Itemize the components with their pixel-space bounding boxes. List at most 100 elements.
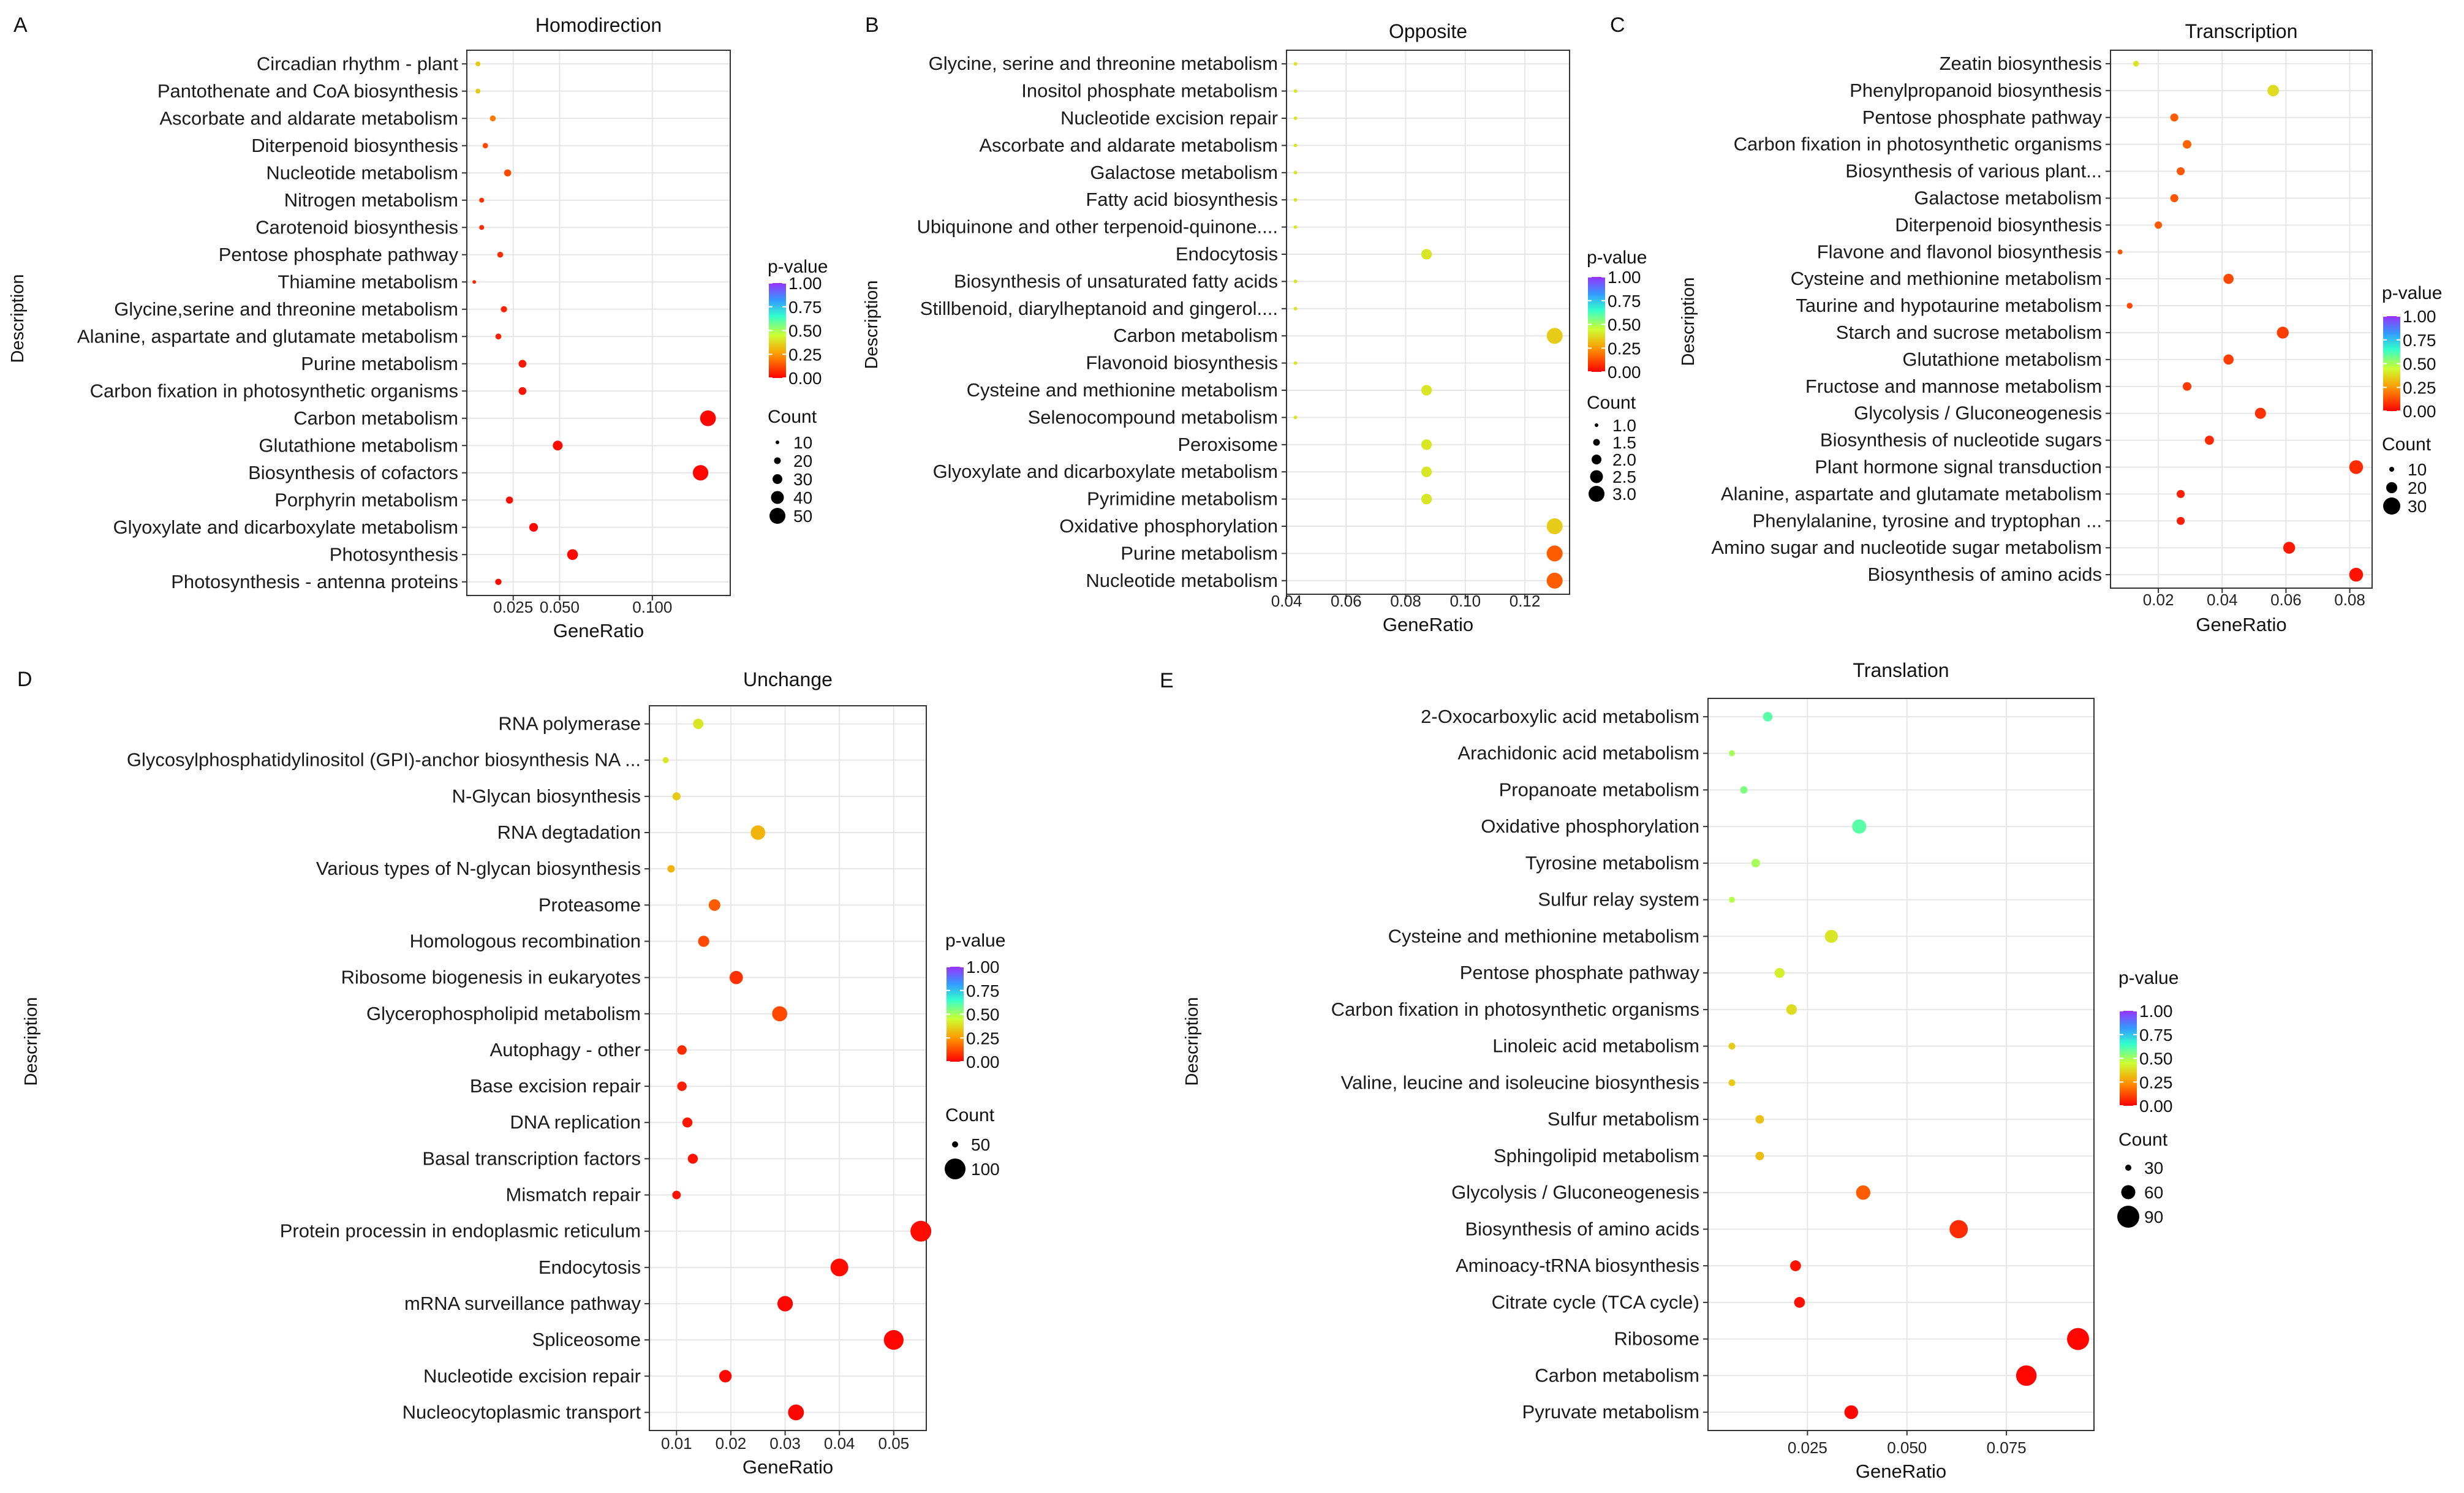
- size-legend-label: 50: [793, 507, 812, 526]
- data-point: [2170, 113, 2179, 122]
- size-legend-dot: [2121, 1185, 2136, 1200]
- x-tick-label: 0.025: [493, 598, 533, 616]
- data-point: [2204, 436, 2214, 445]
- color-bar-label: 0.00: [966, 1053, 1000, 1072]
- data-point: [2349, 567, 2364, 582]
- panel-c: C Transcription Zeatin biosynthesis Phenylp…: [1610, 13, 2442, 635]
- data-point: [2177, 167, 2185, 176]
- y-tick-label: Biosynthesis of cofactors: [248, 462, 458, 483]
- data-point: [719, 1370, 732, 1383]
- data-point: [1546, 518, 1563, 534]
- y-tick-label: Glutathione metabolism: [259, 434, 458, 456]
- y-tick-label: Pyrimidine metabolism: [1087, 488, 1278, 510]
- color-bar-label: 1.00: [1608, 268, 1641, 287]
- data-point: [729, 970, 743, 985]
- data-point: [1293, 62, 1298, 66]
- color-legend-title: p-value: [2382, 283, 2442, 303]
- y-tick-label: Glycine,serine and threonine metabolism: [114, 298, 458, 320]
- plot-area: [1708, 698, 2094, 1431]
- data-point: [1421, 249, 1432, 260]
- size-legend-dot: [2389, 467, 2394, 472]
- y-axis-title: Description: [21, 997, 41, 1086]
- y-tick-label: Zeatin biosynthesis: [1940, 53, 2102, 74]
- color-bar-label: 0.50: [966, 1005, 1000, 1024]
- y-tick-label: DNA replication: [510, 1111, 641, 1133]
- data-point: [2254, 407, 2266, 419]
- panel-e: E Translation 2-Oxocarboxylic acid metabol…: [1160, 659, 2179, 1482]
- x-axis-title: GeneRatio: [1856, 1461, 1946, 1482]
- size-legend-dot: [776, 440, 779, 444]
- color-bar-label: 1.00: [788, 274, 822, 293]
- y-tick-label: Glyoxylate and dicarboxylate metabolism: [113, 516, 458, 538]
- data-point: [2223, 354, 2234, 365]
- plot-area: [1287, 50, 1570, 594]
- plot-border: [2110, 50, 2373, 589]
- data-point: [475, 61, 481, 67]
- y-tick-label: Inositol phosphate metabolism: [1021, 80, 1278, 102]
- y-tick-label: Amino sugar and nucleotide sugar metabol…: [1711, 537, 2102, 558]
- data-point: [2182, 140, 2192, 149]
- y-tick-label: Glyoxylate and dicarboxylate metabolism: [933, 461, 1278, 482]
- size-legend-dot: [2125, 1165, 2131, 1171]
- y-tick-label: Biosynthesis of nucleotide sugars: [1820, 429, 2102, 451]
- y-tick-label: Tyrosine metabolism: [1525, 852, 1699, 874]
- y-tick-label: Cysteine and methionine metabolism: [1791, 268, 2102, 289]
- y-tick-label: Pentose phosphate pathway: [1460, 962, 1700, 983]
- y-tick-label: Endocytosis: [1176, 243, 1278, 265]
- y-tick-label: 2-Oxocarboxylic acid metabolism: [1421, 706, 1699, 727]
- plot-border: [1707, 698, 2095, 1431]
- size-legend-label: 20: [2408, 478, 2427, 497]
- data-point: [479, 225, 485, 230]
- data-point: [1790, 1260, 1801, 1271]
- data-point: [698, 935, 709, 947]
- plot-area: [467, 50, 730, 595]
- y-tick-label: Cysteine and methionine metabolism: [967, 379, 1278, 401]
- data-point: [567, 549, 578, 561]
- y-axis-title: Description: [862, 280, 882, 369]
- panel-title: Translation: [1853, 659, 1949, 681]
- x-tick-label: 0.05: [879, 1434, 910, 1453]
- color-bar-label: 0.50: [788, 322, 822, 341]
- color-bar-label: 1.00: [2403, 307, 2436, 326]
- y-tick-label: Pyruvate metabolism: [1522, 1401, 1699, 1423]
- color-legend-title: p-value: [768, 257, 828, 277]
- color-bar-label: 0.50: [1608, 316, 1641, 335]
- y-tick-label: Nucleocytoplasmic transport: [402, 1401, 641, 1423]
- data-point: [1794, 1297, 1805, 1308]
- data-point: [505, 496, 513, 504]
- y-tick-label: Ubiquinone and other terpenoid-quinone..…: [917, 216, 1278, 238]
- data-point: [700, 410, 716, 426]
- plot-area: [2111, 50, 2372, 588]
- data-point: [788, 1404, 804, 1421]
- data-point: [677, 1045, 687, 1055]
- panel-d: D Unchange RNA polymerase Glycosylphosphati…: [17, 668, 1005, 1478]
- data-point: [2182, 382, 2192, 391]
- size-legend-dot: [773, 474, 782, 484]
- data-point: [2016, 1365, 2037, 1386]
- panel-letter: B: [865, 13, 879, 37]
- data-point: [1755, 1115, 1764, 1124]
- size-legend-label: 20: [793, 452, 812, 471]
- data-point: [518, 360, 527, 368]
- data-point: [2133, 61, 2139, 67]
- data-point: [1728, 1079, 1736, 1086]
- data-point: [504, 169, 512, 177]
- y-tick-label: Glycolysis / Gluconeogenesis: [1854, 403, 2102, 424]
- data-point: [672, 792, 681, 801]
- data-point: [1740, 786, 1748, 794]
- size-legend-label: 40: [793, 488, 812, 507]
- color-bar-label: 0.75: [2139, 1026, 2173, 1045]
- y-tick-label: RNA polymerase: [498, 713, 641, 735]
- data-point: [1293, 198, 1298, 202]
- x-tick-label: 0.02: [716, 1434, 747, 1453]
- data-point: [1774, 967, 1785, 978]
- plot-border: [649, 705, 927, 1431]
- y-tick-label: Circadian rhythm - plant: [257, 53, 458, 74]
- data-point: [777, 1296, 793, 1312]
- y-tick-label: Glycine, serine and threonine metabolism: [929, 53, 1278, 74]
- data-point: [2170, 194, 2179, 202]
- data-point: [1421, 466, 1432, 477]
- size-legend-label: 50: [971, 1135, 990, 1154]
- panel-b: B Opposite Glycine, serine and threonine m…: [862, 13, 1647, 635]
